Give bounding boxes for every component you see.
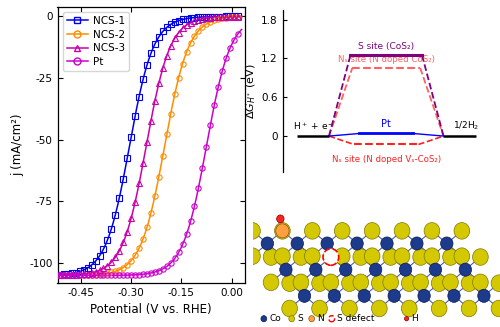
Circle shape xyxy=(323,249,338,265)
Circle shape xyxy=(410,237,423,250)
Circle shape xyxy=(340,263,352,276)
Circle shape xyxy=(491,275,500,291)
Circle shape xyxy=(402,275,417,291)
Circle shape xyxy=(388,289,400,302)
Circle shape xyxy=(461,275,477,291)
Circle shape xyxy=(472,249,488,265)
Circle shape xyxy=(454,223,469,239)
Circle shape xyxy=(364,248,380,265)
Circle shape xyxy=(424,248,440,265)
Y-axis label: $\Delta G_{H^*}$ (eV): $\Delta G_{H^*}$ (eV) xyxy=(244,63,258,119)
Circle shape xyxy=(321,237,334,250)
Circle shape xyxy=(274,223,290,239)
Circle shape xyxy=(394,248,410,265)
Circle shape xyxy=(472,274,488,291)
Circle shape xyxy=(454,248,469,265)
Text: N: N xyxy=(317,314,324,323)
Circle shape xyxy=(328,289,340,302)
Circle shape xyxy=(282,300,298,317)
Circle shape xyxy=(461,300,477,317)
Text: S site (CoS₂): S site (CoS₂) xyxy=(358,42,414,51)
Circle shape xyxy=(334,223,350,239)
Circle shape xyxy=(329,316,334,322)
Circle shape xyxy=(432,275,447,291)
Circle shape xyxy=(372,275,387,291)
Text: H$^+$ + e$^-$: H$^+$ + e$^-$ xyxy=(293,120,335,132)
Y-axis label: j (mA/cm²): j (mA/cm²) xyxy=(10,113,24,176)
Circle shape xyxy=(413,249,428,265)
Circle shape xyxy=(244,223,260,239)
Circle shape xyxy=(334,248,350,265)
Circle shape xyxy=(323,249,338,265)
Circle shape xyxy=(491,300,500,317)
Circle shape xyxy=(400,263,411,276)
Circle shape xyxy=(459,263,471,276)
Circle shape xyxy=(418,289,430,302)
Circle shape xyxy=(381,237,393,250)
Circle shape xyxy=(351,237,364,250)
Circle shape xyxy=(312,300,328,317)
Circle shape xyxy=(289,316,294,322)
Circle shape xyxy=(394,223,410,239)
Circle shape xyxy=(274,248,290,265)
Circle shape xyxy=(276,215,284,223)
Circle shape xyxy=(342,275,357,291)
Circle shape xyxy=(424,223,440,239)
Circle shape xyxy=(370,263,382,276)
Circle shape xyxy=(263,274,279,291)
Circle shape xyxy=(353,249,368,265)
Circle shape xyxy=(402,300,417,317)
Circle shape xyxy=(404,317,408,321)
Circle shape xyxy=(293,274,309,291)
Text: S: S xyxy=(297,314,303,323)
Circle shape xyxy=(309,316,314,322)
Circle shape xyxy=(372,300,387,317)
Circle shape xyxy=(293,249,309,265)
X-axis label: Potential (V vs. RHE): Potential (V vs. RHE) xyxy=(90,303,212,316)
Circle shape xyxy=(244,248,260,265)
Text: Nₛ site (N doped CoS₂): Nₛ site (N doped CoS₂) xyxy=(338,55,434,64)
Legend: NCS-1, NCS-2, NCS-3, Pt: NCS-1, NCS-2, NCS-3, Pt xyxy=(62,12,129,71)
Text: S defect: S defect xyxy=(337,314,374,323)
Text: Pt: Pt xyxy=(382,119,391,129)
Text: H: H xyxy=(411,314,418,323)
Circle shape xyxy=(282,275,298,291)
Text: 1/2H$_2$: 1/2H$_2$ xyxy=(453,120,479,132)
Circle shape xyxy=(432,300,447,317)
Circle shape xyxy=(440,237,453,250)
Circle shape xyxy=(342,300,357,317)
Circle shape xyxy=(442,274,458,291)
Circle shape xyxy=(383,274,398,291)
Circle shape xyxy=(276,224,289,238)
Circle shape xyxy=(383,249,398,265)
Circle shape xyxy=(430,263,442,276)
Circle shape xyxy=(312,275,328,291)
Circle shape xyxy=(413,274,428,291)
Circle shape xyxy=(442,249,458,265)
Circle shape xyxy=(298,289,310,302)
Text: Nₛ site (N doped Vₛ-CoS₂): Nₛ site (N doped Vₛ-CoS₂) xyxy=(332,155,441,164)
Circle shape xyxy=(353,274,368,291)
Circle shape xyxy=(448,289,460,302)
Circle shape xyxy=(478,289,490,302)
Circle shape xyxy=(364,223,380,239)
Circle shape xyxy=(304,248,320,265)
Circle shape xyxy=(263,249,279,265)
Circle shape xyxy=(280,263,292,276)
Circle shape xyxy=(304,223,320,239)
Circle shape xyxy=(291,237,304,250)
Circle shape xyxy=(323,274,338,291)
Circle shape xyxy=(358,289,370,302)
Text: Co: Co xyxy=(269,314,281,323)
Circle shape xyxy=(261,237,274,250)
Circle shape xyxy=(261,316,266,322)
Circle shape xyxy=(310,263,322,276)
